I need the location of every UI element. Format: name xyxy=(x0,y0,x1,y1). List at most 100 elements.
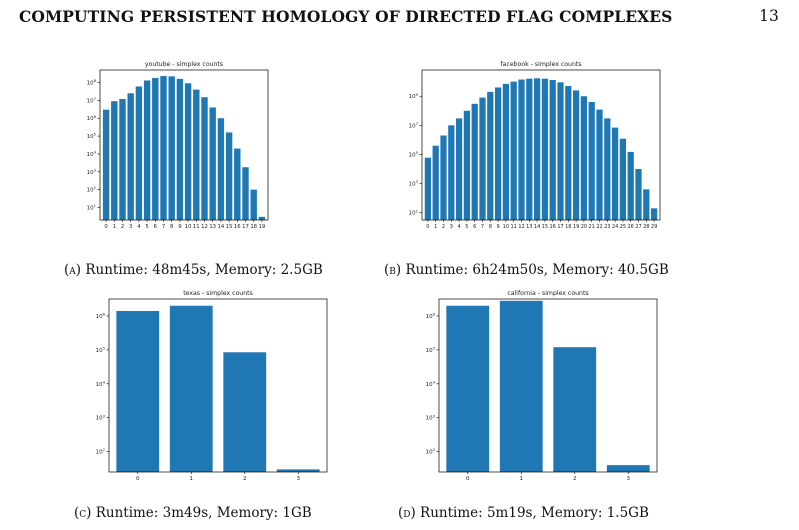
bar xyxy=(502,83,510,220)
caption-c-text: Runtime: 3m49s, Memory: 1GB xyxy=(91,505,312,521)
plot-frame xyxy=(438,298,658,473)
bar xyxy=(111,101,118,220)
bar xyxy=(152,77,159,220)
y-tick-label: 103 xyxy=(426,413,436,421)
x-tick-label: 2 xyxy=(121,224,124,230)
bar xyxy=(217,118,225,220)
bar xyxy=(440,135,447,220)
x-tick-label: 24 xyxy=(612,224,618,230)
y-tick-label: 109 xyxy=(409,92,419,100)
chart-title: youtube - simplex counts xyxy=(145,61,223,68)
caption-a: (a) Runtime: 48m45s, Memory: 2.5GB xyxy=(64,262,323,278)
y-tick-label: 104 xyxy=(96,379,106,387)
x-tick-label: 7 xyxy=(481,224,484,230)
figure-panel-texas: texas - simplex counts 0 1 2 3 102 103 104 105 10… xyxy=(65,286,328,491)
x-tick-label: 10 xyxy=(503,224,509,230)
bar xyxy=(127,93,134,220)
bar xyxy=(160,76,167,220)
bar xyxy=(588,102,595,220)
bar xyxy=(635,169,642,220)
bar xyxy=(606,465,650,472)
y-tick-label: 105 xyxy=(87,132,97,140)
y-tick-label: 104 xyxy=(426,379,436,387)
x-tick-label: 13 xyxy=(526,224,532,230)
bar xyxy=(143,80,151,220)
x-tick-label: 0 xyxy=(466,476,470,482)
bar xyxy=(234,148,241,220)
bar xyxy=(565,86,572,220)
bar xyxy=(184,83,192,220)
x-tick-label: 3 xyxy=(627,476,631,482)
x-tick-label: 8 xyxy=(489,224,492,230)
x-tick-label: 1 xyxy=(113,224,116,230)
bar xyxy=(258,216,266,220)
y-tick-label: 101 xyxy=(409,208,419,216)
x-tick-label: 18 xyxy=(250,224,257,230)
y-tick-label: 103 xyxy=(409,179,419,187)
running-head: COMPUTING PERSISTENT HOMOLOGY OF DIRECTE… xyxy=(19,4,779,28)
x-tick-label: 2 xyxy=(573,476,577,482)
x-tick-label: 15 xyxy=(226,224,233,230)
y-tick-label: 102 xyxy=(96,447,106,455)
x-tick-label: 3 xyxy=(450,224,453,230)
x-tick-label: 9 xyxy=(497,224,500,230)
caption-c-tag: (c) xyxy=(74,505,92,521)
caption-b: (b) Runtime: 6h24m50s, Memory: 40.5GB xyxy=(384,262,669,278)
x-tick-label: 12 xyxy=(518,224,524,230)
x-tick-label: 0 xyxy=(104,224,108,230)
bar xyxy=(424,157,432,220)
bar xyxy=(135,86,143,221)
bar xyxy=(193,89,200,220)
x-tick-label: 4 xyxy=(137,224,141,230)
x-tick-label: 21 xyxy=(589,224,595,230)
bar xyxy=(432,145,439,220)
bar xyxy=(553,347,597,472)
bar xyxy=(518,79,525,221)
caption-d-tag: (d) xyxy=(398,505,416,521)
x-tick-label: 3 xyxy=(129,224,132,230)
bar xyxy=(168,76,175,220)
bar xyxy=(487,91,494,221)
y-tick-label: 106 xyxy=(87,114,97,122)
bar xyxy=(448,125,455,220)
plot-frame xyxy=(108,298,328,473)
bar xyxy=(549,79,556,220)
x-tick-label: 6 xyxy=(154,224,158,230)
bar xyxy=(479,97,486,220)
x-tick-label: 16 xyxy=(550,224,556,230)
figure-panel-facebook: facebook - simplex counts 0 1 2 3 4 5 6 7 8 9 10 11 1… xyxy=(380,58,670,248)
x-tick-label: 22 xyxy=(596,224,602,230)
x-tick-label: 14 xyxy=(218,224,225,230)
y-tick-label: 108 xyxy=(87,78,97,86)
x-tick-label: 13 xyxy=(209,224,216,230)
y-tick-label: 105 xyxy=(426,345,436,353)
bar xyxy=(201,97,208,220)
x-tick-label: 28 xyxy=(643,224,649,230)
bar xyxy=(627,151,634,220)
bar xyxy=(276,469,320,472)
caption-b-tag: (b) xyxy=(384,262,402,278)
bar xyxy=(619,138,627,220)
x-tick-label: 7 xyxy=(162,224,165,230)
bar xyxy=(533,78,541,220)
x-tick-label: 0 xyxy=(136,476,140,482)
chart-texas-simplex-counts: texas - simplex counts 0 1 2 3 102 103 104 105 10… xyxy=(96,290,328,482)
y-tick-label: 104 xyxy=(87,150,97,158)
bar xyxy=(116,311,160,472)
bar xyxy=(580,96,588,220)
x-tick-label: 16 xyxy=(234,224,241,230)
x-tick-label: 5 xyxy=(465,224,468,230)
x-tick-label: 2 xyxy=(243,476,247,482)
bar xyxy=(102,109,110,220)
x-tick-label: 18 xyxy=(565,224,571,230)
x-tick-label: 1 xyxy=(520,476,524,482)
x-tick-label: 4 xyxy=(458,224,461,230)
caption-b-text: Runtime: 6h24m50s, Memory: 40.5GB xyxy=(401,262,669,278)
page-number: 13 xyxy=(759,7,779,25)
x-tick-label: 8 xyxy=(170,224,174,230)
chart-title: facebook - simplex counts xyxy=(500,61,581,68)
bar xyxy=(541,78,549,221)
chart-california-simplex-counts: california - simplex counts 0 1 2 3 102 103 104… xyxy=(426,290,658,482)
